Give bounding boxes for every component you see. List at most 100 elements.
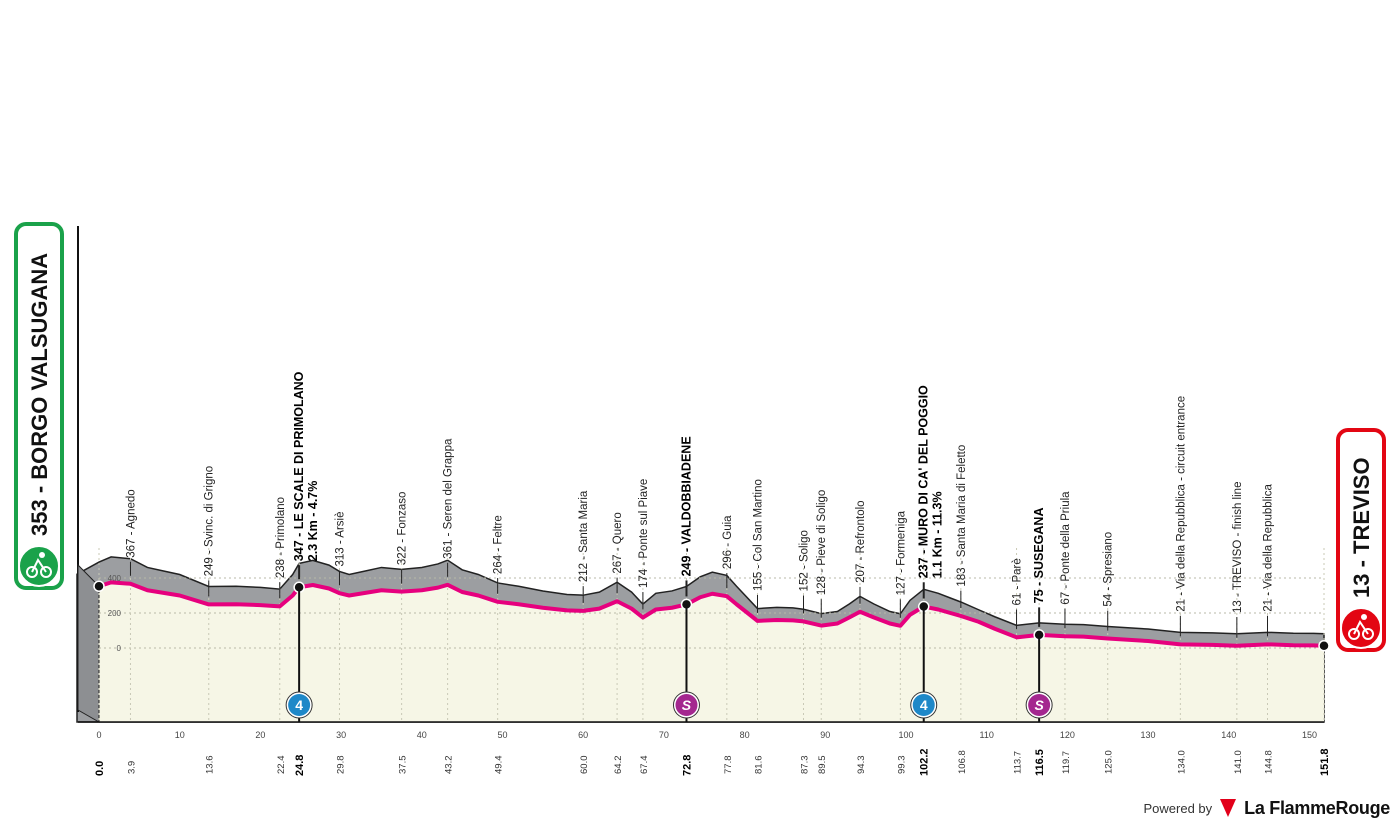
climb-stats-label: 2.3 Km - 4.7% [306,481,320,562]
km-label: 106.8 [957,750,968,774]
km-label: 99.3 [896,756,907,775]
km-label: 144.8 [1264,750,1275,774]
x-axis-tick-label: 80 [740,730,750,740]
waypoint-label: 322 - Fonzaso [397,492,409,566]
climb-category-label: 4 [295,697,303,713]
flamme-rouge-logo-icon [1220,799,1237,817]
waypoint-label: 21 - Via della Repubblica [1263,483,1275,611]
x-axis-tick-label: 110 [980,730,994,740]
waypoint-label: 361 - Seren del Grappa [443,438,455,559]
powered-by-text: Powered by [1143,800,1213,816]
km-label: 102.2 [919,748,931,776]
x-axis-tick-label: 120 [1060,730,1075,740]
waypoint-label: 238 - Primolano [275,497,287,578]
km-label: 125.0 [1104,750,1115,774]
x-axis-tick-label: 140 [1221,730,1236,740]
marker-layer: 4 S 4 S [93,580,1330,722]
waypoint-label: 249 - Svinc. di Grigno [204,466,216,577]
waypoint-label: 67 - Ponte della Priula [1060,491,1072,605]
waypoint-label: 313 - Arsiè [334,512,346,567]
km-label: 24.8 [294,755,306,776]
km-label: 43.2 [444,756,455,775]
start-rider-icon-bg [18,545,60,587]
km-label: 87.3 [799,756,810,775]
km-label: 141.0 [1233,750,1244,774]
km-label: 72.8 [681,755,693,776]
finish-panel [1336,428,1386,652]
waypoint-label: 183 - Santa Maria di Feletto [956,445,968,587]
waypoint-label: 174 - Ponte sul Piave [638,479,650,588]
x-axis-tick-label: 10 [175,730,185,740]
km-label: 89.5 [817,756,828,775]
altitude-tick-label: 200 [108,609,122,618]
waypoint-label: 54 - Spresiano [1103,532,1115,607]
x-axis-tick-label: 150 [1302,730,1317,740]
finish-rider-icon-bg [1340,607,1382,649]
start-rider-icon-head [39,552,45,558]
climb-category-badge [912,694,935,716]
waypoint-label: 127 - Formeniga [895,510,907,595]
waypoint-label: 155 - Col San Martino [752,479,764,591]
waypoint-label: 61 - Parè [1012,558,1024,605]
x-axis-tick-label: 20 [255,730,265,740]
finish-rider-icon-body [1353,620,1369,635]
waypoint-label: 21 - Via della Repubblica - circuit entr… [1175,396,1187,612]
profile-area [99,582,1324,722]
km-label: 22.4 [276,756,287,775]
footer: Powered by La FlammeRouge [1144,795,1391,821]
finish-rider-icon-head [1361,614,1367,620]
sprint-badge [675,694,698,716]
km-label: 49.4 [494,756,505,775]
waypoint-label: 207 - Refrontolo [855,500,867,582]
waypoint-label: 13 - TREVISO - finish line [1232,482,1244,613]
waypoint-label: 249 - VALDOBBIADENE [679,436,693,576]
altitude-tick-label: 0 [117,644,122,653]
start-finish-panels: 353 - BORGO VALSUGANA 13 - TREVISO [14,222,1386,652]
brand-name[interactable]: La FlammeRouge [1244,797,1390,818]
km-label: 67.4 [639,756,650,775]
km-label: 119.7 [1061,751,1072,774]
waypoint-label: 152 - Soligo [798,530,810,591]
finish-rider-icon-wheel [1348,628,1360,640]
profile-dot [93,580,105,592]
km-label: 81.6 [753,756,764,775]
profile-base-layer [77,226,1324,723]
x-axis-tick-label: 40 [417,730,427,740]
axis-layer: 0.0 3.9 13.6 22.4 24.8 29.8 37.5 43.2 49.4 60.0 64… [78,721,1331,776]
start-panel [14,222,64,590]
sprint-icon: S [1034,697,1044,713]
km-label: 116.5 [1034,749,1046,776]
km-label: 64.2 [613,756,624,775]
start-rider-icon-wheel [40,566,52,578]
climb-stats-label: 1.1 Km - 11.3% [931,491,945,578]
x-axis-tick-label: 60 [578,730,588,740]
waypoint-label-layer: 367 - Agnedo 249 - Svinc. di Grigno 238 - … [125,371,1275,638]
start-rider-icon-wheel [26,566,38,578]
waypoint-label: 128 - Pieve di Soligo [816,490,828,595]
x-axis-tick-label: 70 [659,730,669,740]
sprint-icon: S [682,697,692,713]
profile-dot [1318,639,1330,652]
x-axis-tick-label: 50 [497,730,507,740]
sprint-badge [1028,694,1051,716]
waypoint-label: 212 - Santa Maria [578,490,590,582]
x-axis-tick-label: 130 [1141,730,1156,740]
waypoint-label: 296 - Guia [722,515,734,569]
x-axis-tick-label: 90 [820,730,830,740]
finish-rider-icon-wheel [1362,628,1374,640]
start-rider-icon-body [31,558,47,573]
waypoint-label: 267 - Quero [612,512,624,573]
waypoint-label: 264 - Feltre [493,515,505,574]
km-label: 60.0 [579,756,590,775]
km-label: 37.5 [398,756,409,775]
waypoint-label: 347 - LE SCALE DI PRIMOLANO [292,371,306,561]
climb-category-label: 4 [920,697,928,713]
start-label: 353 - BORGO VALSUGANA [27,253,52,536]
km-label: 134.0 [1176,750,1187,774]
x-axis-tick-label: 100 [898,730,913,740]
altitude-tick-label: 400 [108,574,122,583]
climb-category-badge [288,694,311,716]
km-label: 3.9 [126,761,137,774]
waypoint-label: 75 - SUSEGANA [1032,508,1046,604]
